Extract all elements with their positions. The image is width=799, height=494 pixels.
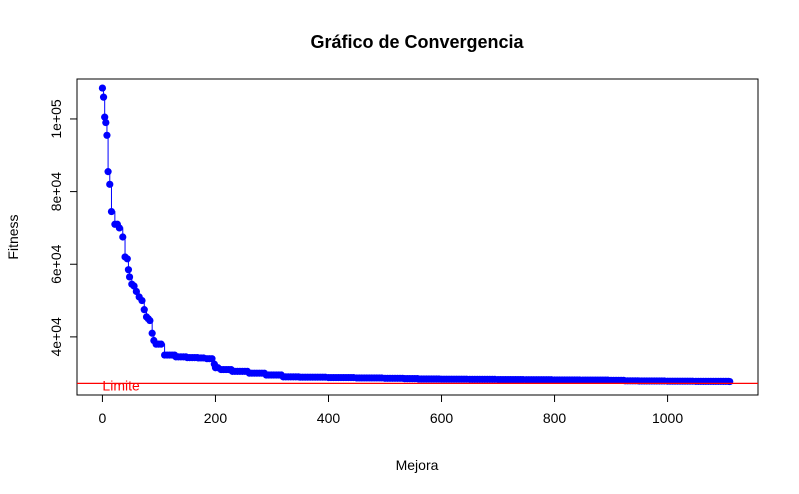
data-point (148, 329, 156, 337)
data-point (519, 375, 527, 384)
x-tick-label: 600 (430, 410, 454, 426)
data-point (99, 93, 108, 101)
x-tick-label: 1000 (652, 410, 683, 426)
data-point (106, 180, 114, 188)
x-tick-label: 800 (543, 410, 567, 426)
data-point (132, 287, 140, 296)
data-point (104, 168, 112, 176)
data-point (349, 373, 358, 382)
data-point (119, 233, 127, 241)
data-point (378, 374, 386, 382)
y-tick-label: 8e+04 (48, 172, 64, 212)
data-point (113, 220, 121, 228)
limit-label: Limite (102, 377, 140, 393)
data-point (208, 355, 216, 363)
data-point (125, 273, 134, 281)
y-tick-label: 1e+05 (48, 99, 64, 139)
data-point (102, 118, 110, 127)
data-point (103, 131, 111, 139)
data-point (138, 296, 146, 305)
data-point (140, 306, 148, 314)
data-point (435, 375, 443, 383)
x-axis: 0 200 400 600 800 1000 (99, 394, 683, 426)
data-point (575, 376, 584, 384)
data-point (321, 373, 329, 381)
limit-layer: Limite (77, 377, 758, 393)
data-point (101, 113, 109, 121)
data-point (157, 340, 165, 348)
data-point (462, 375, 471, 383)
data-point (130, 282, 138, 290)
y-axis: 4e+04 6e+04 8e+04 1e+05 (48, 99, 78, 357)
data-point (98, 84, 107, 92)
data-point (604, 376, 612, 384)
data-point (214, 364, 222, 372)
data-point (146, 316, 154, 325)
x-tick-label: 400 (317, 410, 341, 426)
x-axis-label: Mejora (396, 457, 439, 473)
data-point (124, 266, 133, 274)
y-tick-label: 4e+04 (48, 317, 64, 357)
y-tick-label: 6e+04 (48, 244, 64, 284)
x-tick-label: 200 (204, 410, 228, 426)
data-point (199, 354, 208, 362)
data-point (107, 207, 116, 216)
y-axis-label: Fitness (5, 214, 21, 259)
x-tick-label: 0 (99, 410, 107, 426)
data-point (491, 375, 499, 383)
data-point (547, 376, 555, 384)
data-point (123, 255, 131, 263)
chart-title: Gráfico de Convergencia (310, 32, 524, 52)
